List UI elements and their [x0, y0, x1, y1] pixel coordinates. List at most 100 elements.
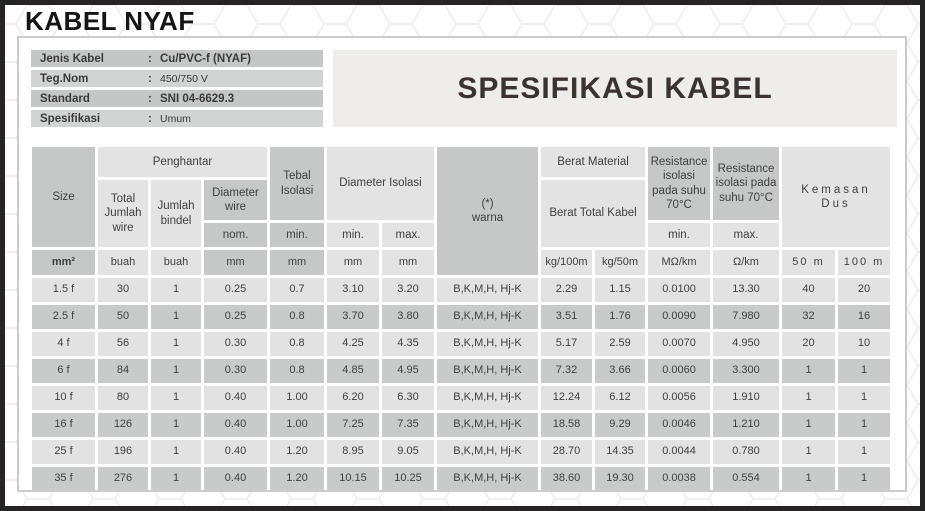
header-resistance-min-title: Resistance isolasi pada suhu 70°C: [648, 147, 711, 220]
spec-cell: 7.980: [713, 305, 780, 329]
header-diameter-isolasi: Diameter Isolasi: [327, 147, 435, 220]
info-label: Standard: [40, 92, 90, 105]
spec-cell: 1.20: [270, 440, 324, 464]
info-value: 450/750 V: [160, 72, 208, 85]
spec-cell: 1: [151, 440, 201, 464]
spec-row-6f: 6 f 84 1 0.30 0.8 4.85 4.95 B,K,M,H, Hj-K 7.32 3.…: [32, 359, 891, 383]
spec-cell: 56: [98, 332, 148, 356]
spec-cell: 0.40: [204, 413, 267, 437]
unit-size: mm²: [32, 250, 95, 275]
spec-cell: B,K,M,H, Hj-K: [437, 386, 539, 410]
header-size: Size: [32, 147, 95, 247]
spec-cell: 0.0070: [648, 332, 711, 356]
spec-cell: 25 f: [32, 440, 95, 464]
info-value: Cu/PVC-f (NYAF): [160, 52, 251, 65]
dus-label: Dus: [821, 198, 851, 210]
unit-tebal: mm: [270, 250, 324, 275]
spec-cell: 10 f: [32, 386, 95, 410]
header-tebal-isolasi: Tebal Isolasi: [270, 147, 324, 220]
banner: SPESIFIKASI KABEL: [333, 50, 897, 127]
info-separator: :: [148, 52, 152, 65]
spec-cell: 7.32: [541, 359, 593, 383]
unit-diameter-max: mm: [382, 250, 435, 275]
unit-mohm-km: MΩ/km: [648, 250, 711, 275]
header-tebal-min: min.: [270, 223, 324, 247]
spec-cell: 0.0100: [648, 278, 711, 302]
spec-cell: 0.0044: [648, 440, 711, 464]
spec-cell: 3.20: [382, 278, 435, 302]
spec-cell: 1.00: [270, 413, 324, 437]
spec-row-25f: 25 f 196 1 0.40 1.20 8.95 9.05 B,K,M,H, Hj-K 28.…: [32, 440, 891, 464]
spec-row-4f: 4 f 56 1 0.30 0.8 4.25 4.35 B,K,M,H, Hj-K 5.17 2.…: [32, 332, 891, 356]
header-row-3: nom. min. min. max. min. max.: [32, 223, 890, 247]
spec-cell: 1: [782, 440, 836, 464]
spec-cell: 1: [782, 386, 836, 410]
kemasan-label: Kemasan: [801, 183, 871, 196]
header-diameter-min: min.: [327, 223, 379, 247]
spec-cell: 126: [98, 413, 148, 437]
spec-cell: B,K,M,H, Hj-K: [437, 467, 539, 491]
spec-cell: 80: [98, 386, 148, 410]
spec-row-10f: 10 f 80 1 0.40 1.00 6.20 6.30 B,K,M,H, Hj-K 12.2…: [32, 386, 891, 410]
info-label: Jenis Kabel: [40, 52, 104, 65]
spec-cell: 0.0038: [648, 467, 711, 491]
spec-cell: B,K,M,H, Hj-K: [437, 305, 539, 329]
unit-ohm-km: Ω/km: [713, 250, 780, 275]
spec-cell: 38.60: [541, 467, 593, 491]
spec-cell: 1.15: [595, 278, 646, 302]
spec-cell: 276: [98, 467, 148, 491]
unit-total-wire: buah: [98, 250, 148, 275]
spec-cell: 1: [838, 413, 891, 437]
spec-cell: 3.66: [595, 359, 646, 383]
spec-cell: 0.40: [204, 440, 267, 464]
spec-table: Size Penghantar Tebal Isolasi Diameter I…: [29, 144, 893, 494]
spec-cell: 1: [782, 413, 836, 437]
header-warna: (*) warna: [437, 147, 539, 275]
spec-cell: B,K,M,H, Hj-K: [437, 413, 539, 437]
spec-cell: 196: [98, 440, 148, 464]
spec-cell: 1: [151, 305, 201, 329]
spec-row-16f: 16 f 126 1 0.40 1.00 7.25 7.35 B,K,M,H, Hj-K 18.…: [32, 413, 891, 437]
spec-row-2.5f: 2.5 f 50 1 0.25 0.8 3.70 3.80 B,K,M,H, Hj-K 3.51…: [32, 305, 891, 329]
warna-mark: (*): [481, 197, 494, 210]
header-resistance-min: min.: [648, 223, 711, 247]
info-label: Teg.Nom: [40, 72, 89, 85]
banner-title: SPESIFIKASI KABEL: [457, 71, 773, 105]
spec-cell: 32: [782, 305, 836, 329]
info-value: SNI 04-6629.3: [160, 92, 235, 105]
unit-bindel: buah: [151, 250, 201, 275]
spec-cell: 1.210: [713, 413, 780, 437]
spec-cell: 6.30: [382, 386, 435, 410]
header-row-1: Size Penghantar Tebal Isolasi Diameter I…: [32, 147, 891, 275]
unit-kg-100m: kg/100m: [541, 250, 593, 275]
unit-diameter-min: mm: [327, 250, 379, 275]
spec-cell: 16: [838, 305, 891, 329]
spec-cell: 13.30: [713, 278, 780, 302]
spec-cell: 1.76: [595, 305, 646, 329]
header-penghantar: Penghantar: [98, 147, 267, 177]
spec-cell: 20: [838, 278, 891, 302]
header-resistance-max: max.: [713, 223, 780, 247]
warna-label: warna: [471, 212, 504, 224]
spec-cell: 9.29: [595, 413, 646, 437]
spec-cell: 1: [151, 359, 201, 383]
spec-cell: 3.51: [541, 305, 593, 329]
spec-cell: 0.40: [204, 386, 267, 410]
info-separator: :: [148, 92, 152, 105]
spec-cell: B,K,M,H, Hj-K: [437, 332, 539, 356]
spec-cell: 1: [151, 467, 201, 491]
spec-cell: 7.35: [382, 413, 435, 437]
spec-cell: 0.0090: [648, 305, 711, 329]
spec-cell: 4.85: [327, 359, 379, 383]
spec-cell: 0.40: [204, 467, 267, 491]
spec-cell: 4.25: [327, 332, 379, 356]
header-berat-material: Berat Material: [541, 147, 646, 177]
spec-cell: 1: [151, 413, 201, 437]
spec-cell: 4 f: [32, 332, 95, 356]
info-separator: :: [148, 72, 152, 85]
spec-cell: 10: [838, 332, 891, 356]
spec-cell: 0.30: [204, 359, 267, 383]
spec-cell: 0.7: [270, 278, 324, 302]
spec-cell: 9.05: [382, 440, 435, 464]
info-label: Spesifikasi: [40, 112, 101, 125]
